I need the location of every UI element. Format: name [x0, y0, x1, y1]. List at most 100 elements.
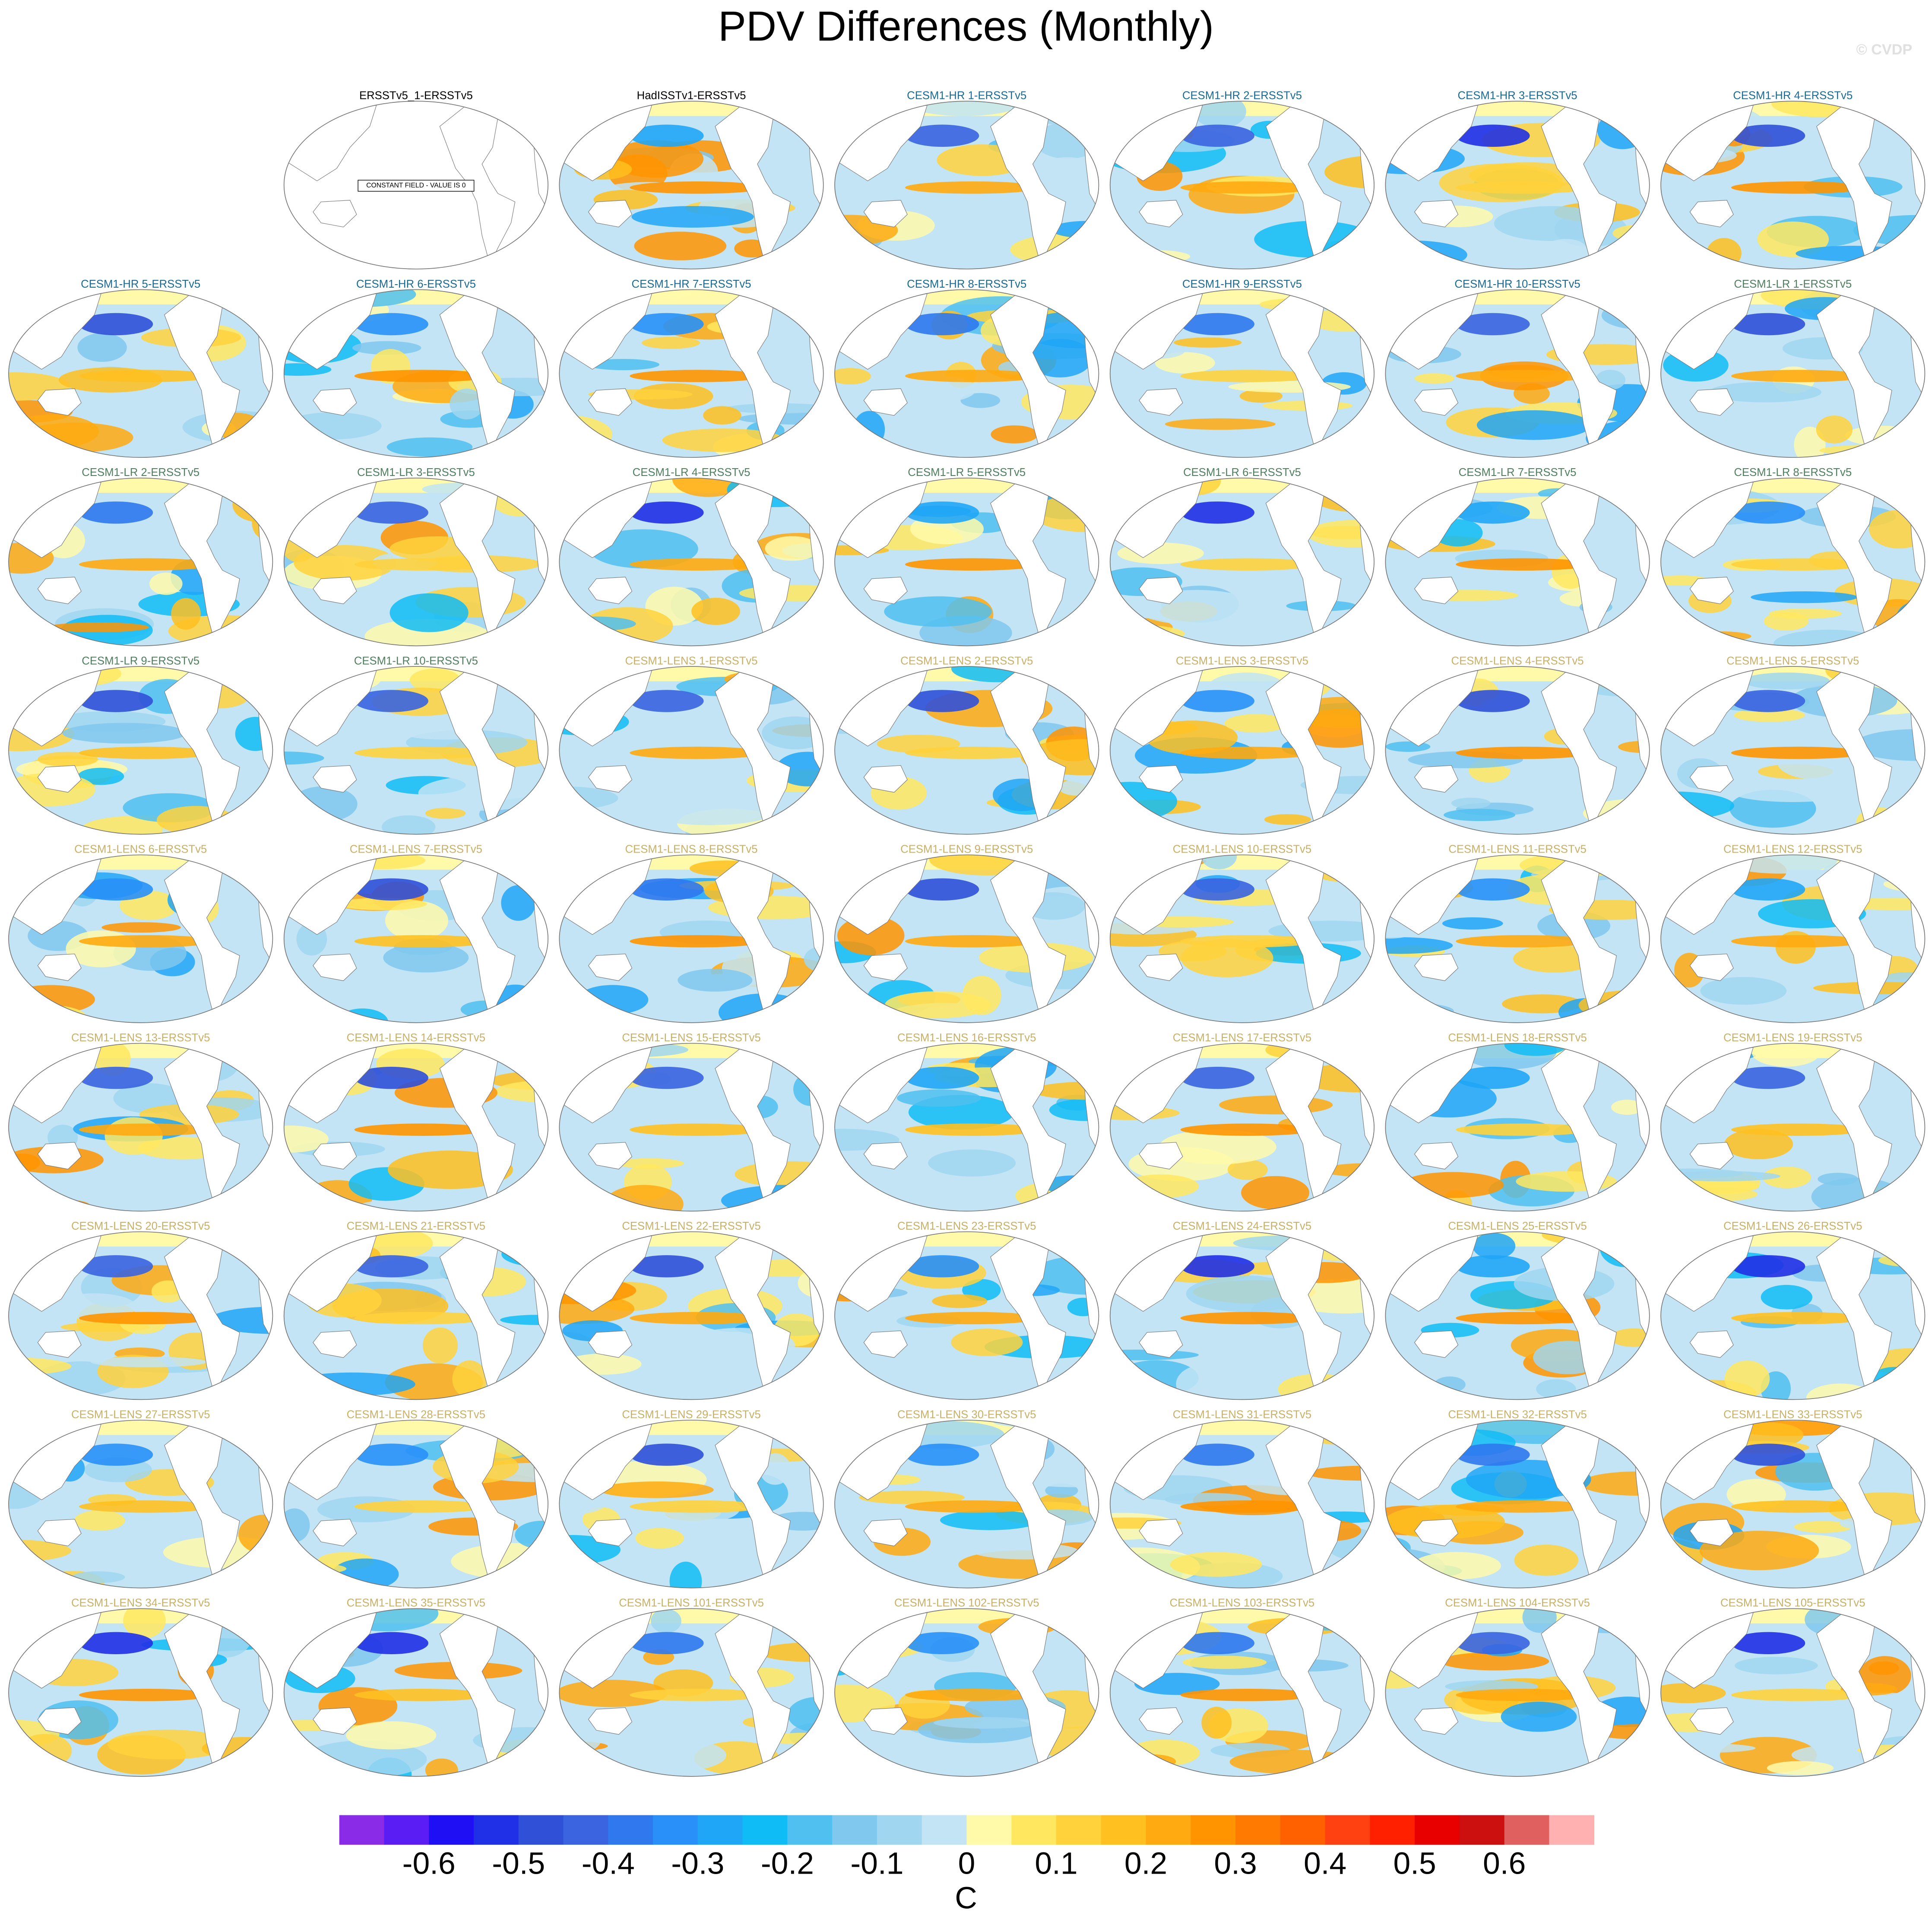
anomaly-blob	[1444, 809, 1515, 821]
continent	[863, 577, 908, 604]
colorbar-box	[877, 1815, 922, 1845]
anomaly-band	[79, 370, 215, 382]
map-arctic	[8, 1420, 273, 1435]
anomaly-blob	[951, 1329, 1023, 1356]
anomaly-npac	[630, 313, 704, 336]
panel-title: CESM1-HR 4-ERSSTv5	[1733, 90, 1853, 102]
anomaly-band	[905, 1123, 1041, 1136]
anomaly-blob	[8, 985, 95, 1014]
map-outline	[1109, 1420, 1375, 1589]
anomaly-blob	[1794, 1521, 1853, 1533]
continent	[1541, 1047, 1617, 1208]
anomaly-blob	[123, 1608, 166, 1639]
continent	[37, 765, 82, 793]
colorbar-box	[1191, 1815, 1236, 1845]
anomaly-band	[79, 935, 215, 948]
continent	[1139, 953, 1183, 981]
map-outline	[1109, 477, 1375, 647]
continent	[1265, 482, 1342, 643]
anomaly-blob	[1752, 1043, 1820, 1067]
map-arctic	[835, 1043, 1099, 1058]
map-outline	[559, 666, 824, 835]
colorbar-tick-label: 0.6	[1483, 1846, 1526, 1881]
continent	[1414, 765, 1459, 793]
continent	[439, 1612, 516, 1773]
panel-title: CESM1-LENS 101-ERSSTv5	[619, 1597, 764, 1609]
anomaly-blob	[337, 898, 427, 910]
anomaly-npac	[905, 690, 979, 712]
map-outline	[283, 101, 548, 270]
panel-title: CESM1-LENS 15-ERSSTv5	[622, 1032, 760, 1044]
colorbar-tick-label: -0.1	[850, 1846, 903, 1881]
continent	[863, 1142, 908, 1170]
anomaly-blob	[1611, 1100, 1644, 1115]
colorbar-box	[1101, 1815, 1147, 1845]
map-panel	[559, 855, 823, 1023]
map-panel	[284, 1608, 548, 1776]
map-panel	[559, 666, 823, 834]
anomaly-blob	[1110, 436, 1161, 458]
map-outline	[1109, 1043, 1375, 1212]
anomaly-blob	[1173, 337, 1242, 348]
continent	[1689, 1330, 1734, 1358]
panel-title: CESM1-LENS 6-ERSSTv5	[74, 844, 207, 856]
anomaly-blob	[647, 801, 771, 825]
anomaly-blob	[1761, 1285, 1812, 1310]
panel-title: CESM1-LENS 25-ERSSTv5	[1448, 1220, 1587, 1232]
anomaly-blob	[77, 333, 127, 362]
anomaly-blob	[1058, 779, 1096, 796]
map-outline	[1660, 854, 1926, 1023]
anomaly-blob	[1724, 1129, 1793, 1159]
continent	[588, 765, 633, 793]
continent	[439, 1047, 516, 1208]
map-panel	[8, 666, 273, 834]
anomaly-blob	[1073, 1362, 1099, 1383]
continent	[313, 953, 357, 981]
continent	[588, 1519, 633, 1547]
colorbar-box	[697, 1815, 743, 1845]
continent	[1541, 482, 1617, 643]
continent	[1139, 1519, 1183, 1547]
map-panel	[1661, 855, 1925, 1023]
anomaly-blob	[991, 425, 1039, 444]
panel-title: CESM1-LR 6-ERSSTv5	[1183, 466, 1301, 479]
anomaly-blob	[108, 1729, 229, 1760]
panel-title: CESM1-LENS 28-ERSSTv5	[347, 1408, 485, 1421]
continent	[313, 1707, 357, 1735]
anomaly-band	[79, 746, 215, 759]
colorbar-tick-label: -0.2	[761, 1846, 814, 1881]
continent	[439, 859, 516, 1019]
map-panel	[835, 666, 1099, 834]
anomaly-blob	[74, 1510, 125, 1531]
continent	[863, 765, 908, 793]
anomaly-band	[905, 558, 1041, 571]
map-outline	[8, 1043, 273, 1212]
panel-title: CESM1-LENS 7-ERSSTv5	[350, 844, 482, 856]
panel-title: CESM1-HR 1-ERSSTv5	[907, 90, 1026, 102]
anomaly-blob	[62, 723, 187, 744]
map-panel	[284, 101, 548, 269]
anomaly-blob	[288, 1372, 415, 1396]
anomaly-blob	[559, 415, 613, 454]
map-arctic	[1385, 1608, 1650, 1624]
map-panel	[1385, 289, 1650, 458]
map-outline	[834, 1608, 1099, 1777]
anomaly-blob	[1545, 239, 1587, 258]
anomaly-npac	[1731, 878, 1805, 901]
anomaly-blob	[1326, 101, 1369, 114]
anomaly-blob	[1165, 418, 1276, 430]
map-arctic	[1110, 478, 1375, 493]
anomaly-band	[79, 558, 215, 571]
anomaly-blob	[284, 412, 382, 440]
map-arctic	[1661, 1608, 1925, 1624]
anomaly-blob	[1385, 118, 1420, 129]
map-arctic	[1385, 478, 1650, 493]
anomaly-blob	[1014, 1472, 1099, 1487]
continent	[990, 670, 1066, 831]
continent	[588, 1142, 633, 1170]
colorbar-box	[1235, 1815, 1281, 1845]
anomaly-band	[630, 1312, 766, 1325]
map-panel	[1110, 1043, 1375, 1212]
panel-title: CESM1-LENS 1-ERSSTv5	[625, 655, 757, 667]
map-arctic	[835, 478, 1099, 493]
